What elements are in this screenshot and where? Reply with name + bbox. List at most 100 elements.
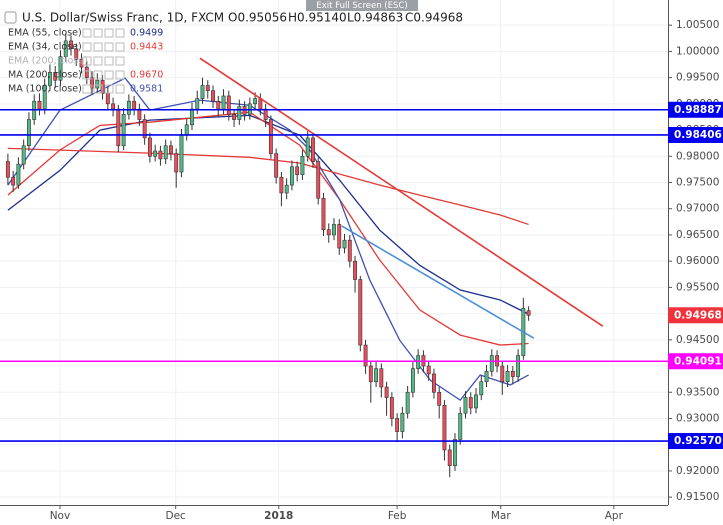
candle-body bbox=[184, 124, 189, 136]
candle-body bbox=[447, 449, 452, 466]
x-tick-label: Nov bbox=[50, 510, 71, 522]
candle-body bbox=[326, 229, 331, 236]
legend-icon bbox=[115, 84, 125, 94]
candle-body bbox=[453, 439, 457, 466]
x-tick-label: Mar bbox=[491, 510, 511, 522]
last-price-label: 0.94968 bbox=[674, 309, 722, 321]
candle-body bbox=[263, 108, 268, 120]
candle-body bbox=[74, 48, 79, 60]
level-label: 0.98887 bbox=[674, 104, 722, 116]
candle-body bbox=[200, 85, 205, 99]
candle-body bbox=[468, 397, 473, 409]
candle-body bbox=[432, 373, 436, 393]
level-label: 0.94091 bbox=[674, 355, 722, 367]
candle-body bbox=[316, 161, 321, 199]
candle-body bbox=[279, 176, 284, 194]
candle-body bbox=[484, 370, 489, 383]
candle-body bbox=[353, 260, 357, 280]
candle-body bbox=[395, 418, 400, 432]
x-tick-label: Feb bbox=[388, 510, 407, 522]
legend-icon bbox=[115, 56, 125, 66]
y-tick-label: 0.93500 bbox=[676, 386, 719, 398]
candle-body bbox=[37, 100, 42, 110]
legend-name: MA (100, close) bbox=[8, 84, 82, 95]
candle-body bbox=[363, 344, 368, 367]
candle-body bbox=[258, 98, 263, 110]
x-tick-label: Dec bbox=[166, 510, 187, 522]
candle-body bbox=[100, 79, 105, 94]
candle-body bbox=[416, 355, 421, 369]
candle-body bbox=[405, 391, 410, 414]
candle-body bbox=[216, 100, 221, 110]
candle-body bbox=[105, 93, 110, 105]
level-label-bg bbox=[668, 353, 723, 370]
y-tick-label: 0.99500 bbox=[676, 72, 719, 84]
candle-body bbox=[389, 397, 394, 419]
x-tick-label: 2018 bbox=[264, 510, 293, 522]
candle-body bbox=[442, 405, 447, 451]
candle-body bbox=[111, 103, 116, 110]
candle-body bbox=[211, 90, 215, 102]
moving-average bbox=[7, 77, 529, 401]
candle-body bbox=[347, 239, 352, 262]
candle-body bbox=[58, 56, 63, 81]
x-tick-label: Apr bbox=[605, 510, 624, 522]
moving-average bbox=[7, 114, 529, 315]
candle-body bbox=[116, 108, 121, 147]
exit-button-bg[interactable] bbox=[306, 0, 418, 11]
candle-body bbox=[410, 368, 415, 393]
candle-body bbox=[295, 166, 300, 175]
level-label: 0.92570 bbox=[674, 435, 722, 447]
y-tick-label: 0.92000 bbox=[676, 465, 719, 477]
candle-body bbox=[505, 370, 510, 383]
candle-body bbox=[153, 150, 158, 157]
candle-body bbox=[158, 150, 163, 160]
y-tick-label: 0.98000 bbox=[676, 150, 719, 162]
y-tick-label: 0.96500 bbox=[676, 229, 719, 241]
candle-body bbox=[342, 239, 347, 249]
chart-title: U.S. Dollar/Swiss Franc, 1D, FXCM bbox=[22, 11, 224, 25]
y-tick-label: 0.97000 bbox=[676, 203, 719, 215]
legend-name: EMA (34, close) bbox=[8, 42, 82, 53]
candle-body bbox=[463, 397, 468, 414]
candle-body bbox=[147, 137, 152, 157]
y-tick-label: 1.00500 bbox=[676, 19, 719, 31]
candle-body bbox=[474, 394, 478, 409]
legend-icon bbox=[82, 56, 92, 66]
legend-icon bbox=[104, 28, 114, 38]
ohlc-readout: C0.94968 bbox=[405, 11, 463, 25]
candle-body bbox=[400, 412, 405, 432]
candle-body bbox=[142, 119, 147, 139]
collapse-icon[interactable] bbox=[4, 11, 17, 24]
candle-body bbox=[268, 119, 273, 154]
candle-body bbox=[289, 166, 294, 186]
candle-body bbox=[253, 98, 258, 105]
candle-body bbox=[132, 100, 137, 110]
y-tick-label: 0.93000 bbox=[676, 412, 719, 424]
candle-body bbox=[237, 106, 242, 120]
level-label-bg bbox=[668, 433, 723, 450]
ohlc-readout: H0.95140 bbox=[288, 11, 347, 25]
legend-icon bbox=[104, 84, 114, 94]
legend-icon bbox=[93, 84, 103, 94]
legend-name: EMA (200, close) bbox=[8, 56, 88, 67]
candle-body bbox=[179, 134, 184, 173]
candle-body bbox=[284, 184, 289, 194]
candle-body bbox=[137, 108, 142, 120]
exit-button[interactable]: Exit Full Screen (ESC) bbox=[316, 1, 407, 11]
legend-name: MA (200, close) bbox=[8, 70, 82, 81]
candle-body bbox=[48, 72, 52, 86]
candle-body bbox=[384, 386, 389, 398]
candle-body bbox=[479, 381, 484, 396]
candle-body bbox=[332, 224, 336, 236]
legend-icon bbox=[82, 70, 92, 80]
candle-body bbox=[95, 79, 100, 89]
trendline bbox=[341, 225, 535, 339]
candle-body bbox=[26, 119, 31, 147]
candle-body bbox=[274, 153, 279, 178]
legend-name: EMA (55, close) bbox=[8, 28, 82, 39]
candle-body bbox=[169, 145, 173, 154]
